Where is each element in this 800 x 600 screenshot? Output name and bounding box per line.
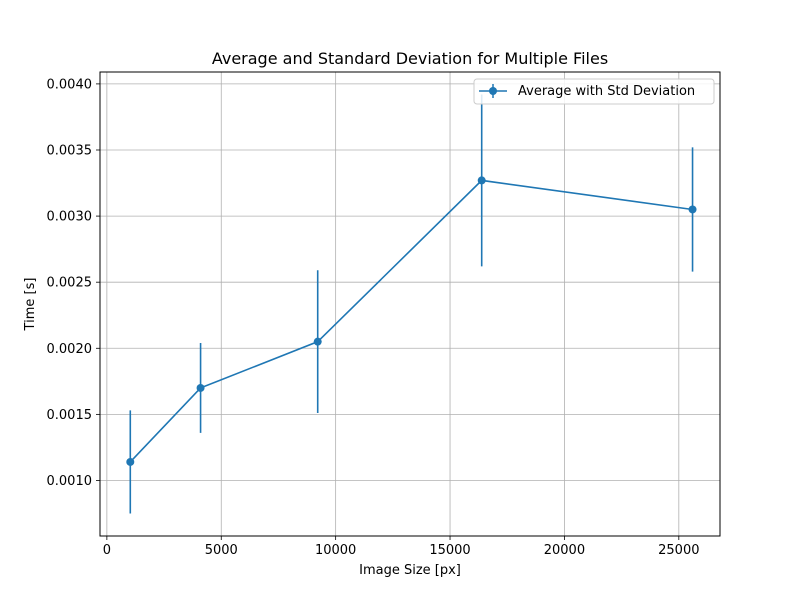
legend-marker-swatch — [489, 87, 497, 95]
y-tick-label: 0.0040 — [47, 77, 93, 92]
y-tick-label: 0.0020 — [47, 342, 93, 357]
x-tick-label: 5000 — [205, 543, 238, 558]
grid-lines — [100, 72, 720, 536]
x-tick-label: 10000 — [315, 543, 356, 558]
data-point — [477, 176, 486, 185]
chart-title: Average and Standard Deviation for Multi… — [212, 49, 608, 68]
series-layer — [126, 94, 697, 514]
y-tick-label: 0.0010 — [47, 474, 93, 489]
data-point — [196, 383, 205, 392]
x-tick-label: 25000 — [658, 543, 699, 558]
y-axis-label: Time [s] — [23, 278, 38, 332]
y-tick-label: 0.0030 — [47, 210, 93, 225]
legend-box — [473, 78, 715, 105]
x-tick-label: 15000 — [429, 543, 470, 558]
y-tick-label: 0.0025 — [47, 276, 93, 291]
x-tick-label: 0 — [103, 543, 111, 558]
axis-ticks: 0 5000 10000 15000 20000 25000 0.0010 0.0015 0.0… — [47, 77, 700, 558]
data-point — [688, 205, 697, 214]
x-axis-label: Image Size [px] — [359, 563, 461, 578]
y-tick-label: 0.0035 — [47, 143, 93, 158]
data-point — [313, 337, 322, 346]
legend-label: Average with Std Deviation — [518, 84, 695, 99]
y-tick-label: 0.0015 — [47, 408, 93, 423]
x-tick-label: 20000 — [544, 543, 585, 558]
series-line — [129, 179, 693, 463]
legend: Average with Std Deviation — [473, 78, 715, 105]
data-point — [126, 457, 135, 466]
plot-frame — [99, 71, 721, 537]
